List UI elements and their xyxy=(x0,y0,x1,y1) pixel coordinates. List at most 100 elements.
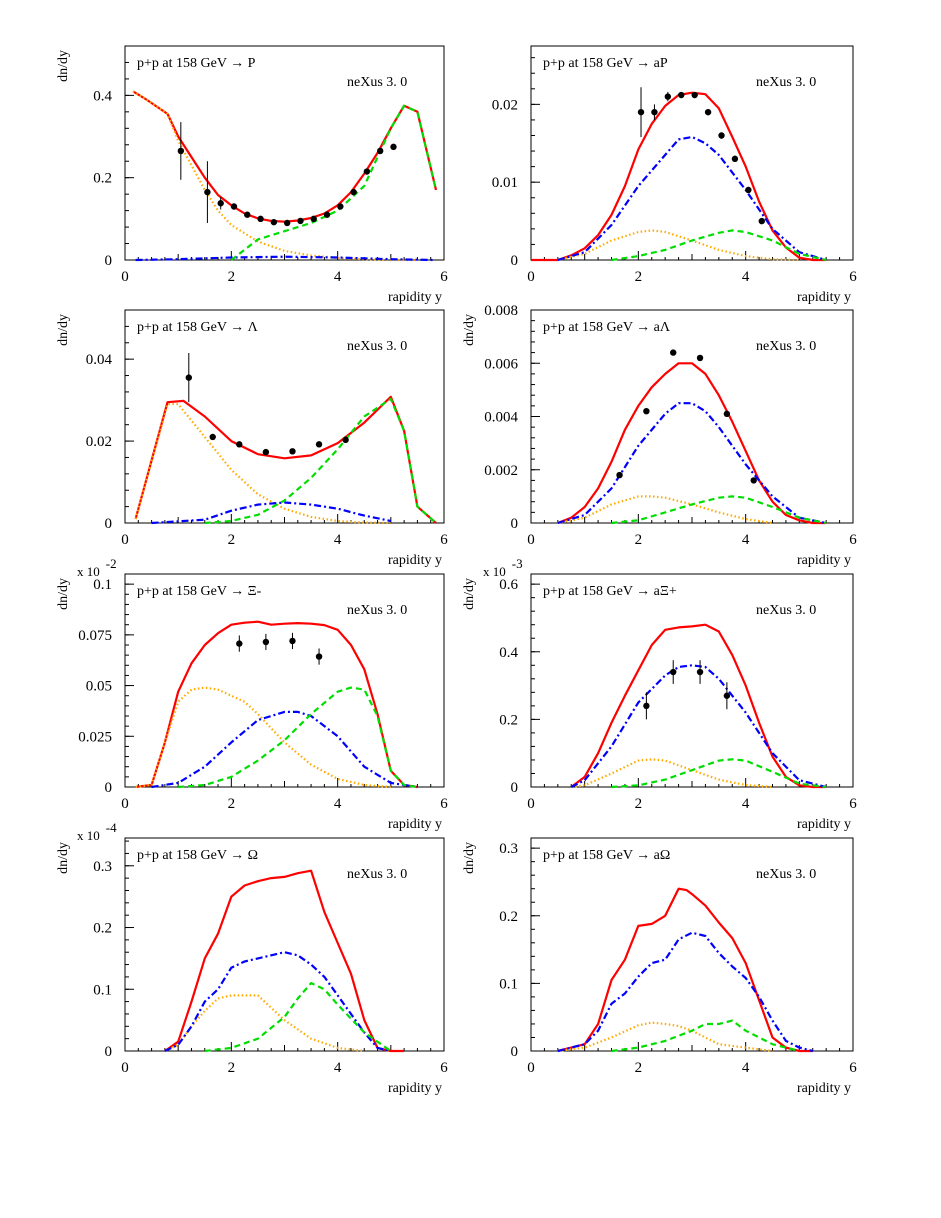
x-tick-label: 6 xyxy=(849,1060,857,1076)
generator-label: neXus 3. 0 xyxy=(756,75,816,90)
y-tick-label: 0.025 xyxy=(78,729,112,745)
series-line-total xyxy=(164,869,405,1053)
x-tick-label: 6 xyxy=(849,796,857,812)
data-point xyxy=(350,188,357,196)
y-tick-label: 0.008 xyxy=(484,303,518,319)
data-point xyxy=(262,448,270,456)
x-tick-label: 0 xyxy=(527,1060,535,1076)
data-point xyxy=(718,132,725,139)
series-line-central xyxy=(151,710,418,789)
x-tick-label: 0 xyxy=(527,796,535,812)
data-point xyxy=(310,215,317,223)
y-tick-label: 0.04 xyxy=(86,352,113,368)
data-point xyxy=(315,441,323,448)
generator-label: neXus 3. 0 xyxy=(756,603,816,618)
data-point xyxy=(723,410,731,418)
y-tick-label: 0.01 xyxy=(492,175,518,191)
series-line-central xyxy=(164,951,392,1053)
y-axis-label: dn/dy xyxy=(462,314,477,346)
chart-panel-3: 0 2 4 6 0 0.02 0.04 rapidity y dn/dy p+p at 158 G… xyxy=(56,309,448,568)
x-tick-label: 2 xyxy=(635,1060,643,1076)
generator-label: neXus 3. 0 xyxy=(756,339,816,354)
x-tick-label: 6 xyxy=(849,532,857,548)
series-line-target xyxy=(204,981,392,1053)
x-axis-label: rapidity y xyxy=(388,817,442,832)
y-tick-label: 0.1 xyxy=(93,577,112,593)
y-tick-label: 0.02 xyxy=(86,434,112,450)
data-point xyxy=(377,147,384,155)
data-point xyxy=(678,91,685,99)
y-exponent-power: -2 xyxy=(106,556,117,571)
y-tick-label: 0.2 xyxy=(93,921,112,937)
chart-panel-2: 0 2 4 6 0 0.01 0.02 rapidity y p+p at 158 GeV → … xyxy=(492,45,857,305)
series-line-total xyxy=(557,887,813,1053)
series-line-target xyxy=(204,397,437,525)
x-tick-label: 4 xyxy=(742,269,750,285)
y-tick-label: 0 xyxy=(105,516,113,532)
data-point xyxy=(651,108,658,116)
data-point xyxy=(257,215,264,223)
data-point xyxy=(363,168,371,175)
y-tick-label: 0.004 xyxy=(484,410,518,426)
generator-label: neXus 3. 0 xyxy=(347,603,407,618)
x-axis-label: rapidity y xyxy=(797,553,851,568)
y-tick-label: 0.02 xyxy=(492,97,518,113)
x-axis-label: rapidity y xyxy=(388,553,442,568)
series-line-central xyxy=(570,664,827,789)
series-line-total xyxy=(132,90,438,223)
series-line-target xyxy=(178,686,418,789)
chart-panel-7: 0 2 4 6 0 0.1 0.2 0.3 rapidity y dn/dy x 10 -4 p+p a… xyxy=(56,820,448,1096)
data-point xyxy=(637,108,645,116)
data-point xyxy=(244,211,251,218)
y-tick-label: 0.2 xyxy=(93,171,112,187)
x-tick-label: 2 xyxy=(228,1060,236,1076)
panel-title: p+p at 158 GeV → aΛ xyxy=(543,320,671,335)
data-point xyxy=(323,211,331,218)
data-point xyxy=(691,91,698,99)
series-line-total xyxy=(134,395,437,524)
x-axis-label: rapidity y xyxy=(388,1081,442,1096)
chart-panel-8: 0 2 4 6 0 0.1 0.2 0.3 rapidity y dn/dy p+p at 158 … xyxy=(462,837,857,1096)
series-line-projectile xyxy=(135,686,391,789)
data-point xyxy=(283,219,291,227)
data-point xyxy=(670,668,677,676)
generator-label: neXus 3. 0 xyxy=(347,867,407,882)
data-point xyxy=(342,436,349,444)
data-point xyxy=(664,93,672,100)
data-point xyxy=(731,155,739,163)
data-point xyxy=(704,108,712,116)
y-tick-label: 0.4 xyxy=(499,645,518,661)
data-point xyxy=(758,217,765,225)
x-tick-label: 2 xyxy=(228,796,236,812)
data-point xyxy=(616,471,623,479)
chart-panel-6: 0 2 4 6 0 0.2 0.4 0.6 rapidity y dn/dy x 10 -3 p+p a… xyxy=(462,556,857,832)
x-tick-label: 4 xyxy=(334,1060,342,1076)
data-point xyxy=(745,186,752,194)
panel-title: p+p at 158 GeV → Ξ- xyxy=(137,584,262,599)
series-line-projectile xyxy=(132,90,418,262)
data-point xyxy=(337,203,344,210)
data-point xyxy=(750,477,757,484)
series-line-projectile xyxy=(134,403,391,525)
series-line-total xyxy=(135,620,418,789)
data-point xyxy=(696,668,704,676)
y-tick-label: 0 xyxy=(511,780,519,796)
data-point xyxy=(315,653,323,660)
chart-panel-4: 0 2 4 6 0 0.002 0.004 0.006 0.008 rapidity y dn/dy… xyxy=(462,303,857,568)
series-line-central xyxy=(557,402,827,525)
y-axis-label: dn/dy xyxy=(462,578,477,610)
data-point xyxy=(185,374,192,381)
series-line-projectile xyxy=(557,229,800,262)
y-tick-label: 0 xyxy=(511,1044,519,1060)
series-line-central xyxy=(557,135,827,262)
series-line-projectile xyxy=(164,994,365,1053)
data-point xyxy=(723,692,731,699)
x-tick-label: 6 xyxy=(440,269,448,285)
panel-title: p+p at 158 GeV → aP xyxy=(543,56,668,71)
x-tick-label: 4 xyxy=(334,532,342,548)
x-tick-label: 0 xyxy=(527,269,535,285)
generator-label: neXus 3. 0 xyxy=(347,339,407,354)
series-line-target xyxy=(230,104,438,261)
y-axis-label: dn/dy xyxy=(462,842,477,874)
y-tick-label: 0.4 xyxy=(93,88,112,104)
